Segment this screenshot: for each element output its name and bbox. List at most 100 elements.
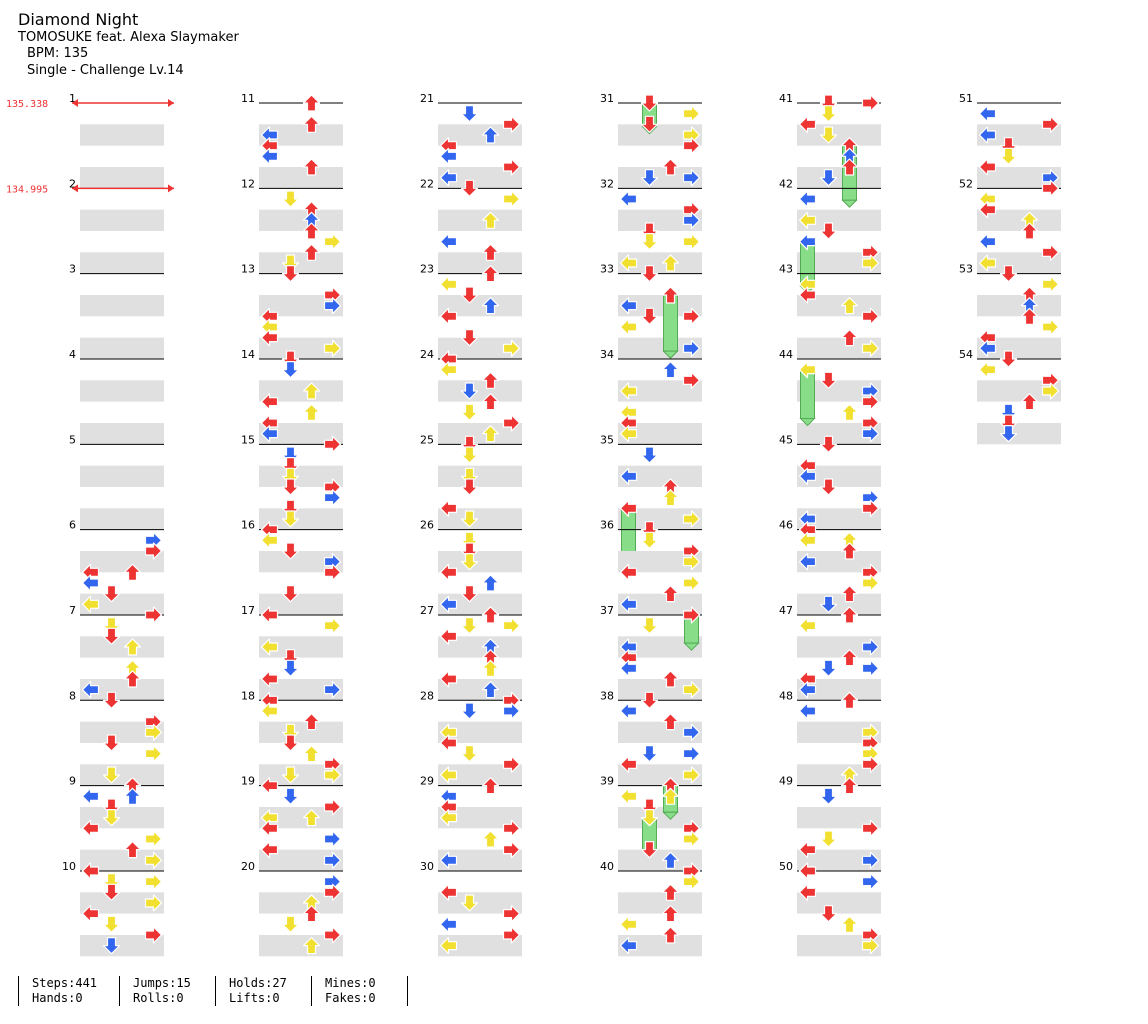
down-arrow-icon	[999, 265, 1018, 283]
right-arrow-icon	[861, 499, 880, 517]
measure-number: 45	[779, 433, 793, 446]
left-arrow-icon	[81, 819, 100, 837]
measure-25: 25	[420, 433, 522, 530]
measure-number: 18	[241, 689, 255, 702]
measure-number: 20	[241, 860, 255, 873]
up-arrow-icon	[840, 691, 859, 709]
left-arrow-icon	[619, 190, 638, 208]
measure-45: 45	[779, 433, 881, 530]
measure-37: 37	[600, 604, 702, 701]
up-arrow-icon	[302, 403, 321, 421]
down-arrow-icon	[819, 595, 838, 613]
measure-number: 10	[62, 860, 76, 873]
up-arrow-icon	[123, 787, 142, 805]
right-arrow-icon	[323, 617, 342, 635]
holds-count: Holds:27	[229, 976, 287, 990]
down-arrow-icon	[102, 627, 121, 645]
down-arrow-icon	[640, 233, 659, 251]
right-arrow-icon	[861, 659, 880, 677]
left-arrow-icon	[81, 905, 100, 923]
down-arrow-icon	[640, 169, 659, 187]
right-arrow-icon	[682, 574, 701, 592]
measure-number: 42	[779, 177, 793, 190]
right-arrow-icon	[1041, 382, 1060, 400]
measure-number: 21	[420, 92, 434, 105]
measure-number: 28	[420, 689, 434, 702]
measure-number: 34	[600, 348, 614, 361]
left-arrow-icon	[439, 734, 458, 752]
left-arrow-icon	[439, 169, 458, 187]
left-arrow-icon	[619, 595, 638, 613]
right-arrow-icon	[861, 851, 880, 869]
left-arrow-icon	[260, 425, 279, 443]
left-arrow-icon	[439, 361, 458, 379]
up-arrow-icon	[840, 403, 859, 421]
right-arrow-icon	[323, 798, 342, 816]
right-arrow-icon	[682, 553, 701, 571]
left-arrow-icon	[619, 659, 638, 677]
measure-number: 31	[600, 92, 614, 105]
left-arrow-icon	[978, 254, 997, 272]
up-arrow-icon	[840, 158, 859, 176]
right-arrow-icon	[144, 873, 163, 891]
left-arrow-icon	[439, 275, 458, 293]
stat-column-4: Mines:0 Fakes:0	[311, 976, 409, 1006]
measure-47: 47	[779, 604, 881, 701]
measure-number: 44	[779, 348, 793, 361]
left-arrow-icon	[439, 883, 458, 901]
down-arrow-icon	[460, 105, 479, 123]
up-arrow-icon	[481, 265, 500, 283]
down-arrow-icon	[640, 307, 659, 325]
left-arrow-icon	[260, 531, 279, 549]
up-arrow-icon	[661, 585, 680, 603]
bpm-change-value: 134.995	[6, 184, 48, 195]
down-arrow-icon	[999, 425, 1018, 443]
left-arrow-icon	[798, 553, 817, 571]
right-arrow-icon	[682, 510, 701, 528]
down-arrow-icon	[281, 915, 300, 933]
down-arrow-icon	[819, 435, 838, 453]
left-arrow-icon	[439, 499, 458, 517]
measure-number: 9	[69, 775, 76, 788]
left-arrow-icon	[798, 467, 817, 485]
up-arrow-icon	[481, 659, 500, 677]
bpm-change-marker: 134.995	[6, 184, 174, 195]
measure-9: 9	[69, 775, 164, 871]
left-arrow-icon	[619, 297, 638, 315]
up-arrow-icon	[1020, 222, 1039, 240]
down-arrow-icon	[819, 222, 838, 240]
hands-count: Hands:0	[32, 991, 83, 1005]
hold-bar	[662, 294, 679, 359]
up-arrow-icon	[661, 286, 680, 304]
song-artist: TOMOSUKE feat. Alexa Slaymaker	[18, 30, 239, 45]
down-arrow-icon	[460, 553, 479, 571]
right-arrow-icon	[502, 158, 521, 176]
left-arrow-icon	[978, 339, 997, 357]
left-arrow-icon	[978, 361, 997, 379]
measure-number: 23	[420, 263, 434, 276]
right-arrow-icon	[682, 105, 701, 123]
measure-31: 31	[600, 92, 702, 189]
measure-number: 24	[420, 348, 434, 361]
measure-number: 52	[959, 177, 973, 190]
measure-41: 41	[779, 92, 881, 189]
down-arrow-icon	[819, 830, 838, 848]
up-arrow-icon	[481, 211, 500, 229]
rolls-count: Rolls:0	[133, 991, 184, 1005]
up-arrow-icon	[661, 851, 680, 869]
up-arrow-icon	[840, 329, 859, 347]
down-arrow-icon	[460, 702, 479, 720]
measure-13: 13	[241, 263, 343, 359]
down-arrow-icon	[102, 883, 121, 901]
down-arrow-icon	[640, 115, 659, 133]
bpm-change-marker: 135.338	[6, 99, 174, 110]
right-arrow-icon	[861, 339, 880, 357]
right-arrow-icon	[502, 115, 521, 133]
measure-36: 36	[600, 519, 702, 615]
left-arrow-icon	[81, 862, 100, 880]
up-arrow-icon	[481, 393, 500, 411]
down-arrow-icon	[281, 265, 300, 283]
measure-7: 7	[69, 604, 164, 701]
down-arrow-icon	[281, 510, 300, 528]
down-arrow-icon	[640, 745, 659, 763]
